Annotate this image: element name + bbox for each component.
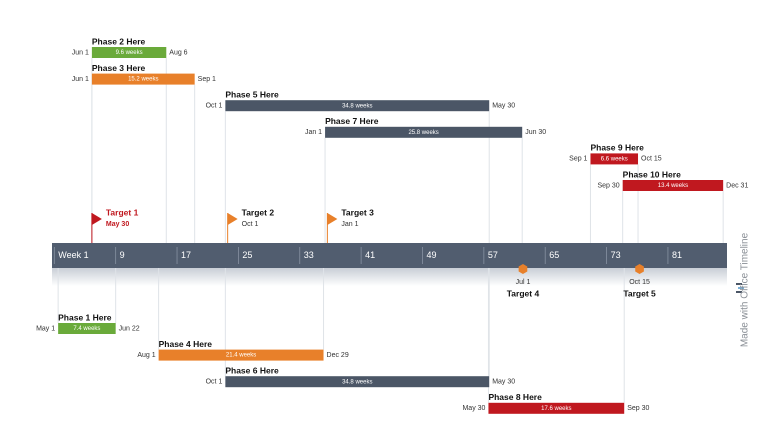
start-label: Oct 1 — [206, 379, 223, 386]
start-label: Sep 30 — [597, 182, 619, 189]
milestone-name: Target 4 — [507, 288, 540, 298]
end-label: Jun 30 — [525, 129, 546, 136]
end-label: May 30 — [492, 379, 515, 386]
milestone-marker — [518, 264, 528, 274]
task-bar — [91, 47, 167, 58]
milestone-marker — [635, 264, 644, 274]
milestone-name: Target 2 — [242, 207, 275, 217]
duration-label: 6.6 weeks — [601, 156, 628, 162]
start-label: Sep 1 — [569, 156, 587, 163]
task-name: Phase 9 Here — [590, 143, 644, 153]
x-tick-label: 65 — [549, 250, 559, 260]
duration-label: 17.6 weeks — [541, 406, 571, 412]
x-tick-label: 57 — [488, 250, 498, 260]
task-bar — [91, 73, 195, 85]
task-name: Phase 10 Here — [623, 169, 681, 179]
end-label: Sep 30 — [627, 405, 649, 412]
milestone-name: Target 1 — [106, 207, 139, 217]
time-axis — [52, 243, 727, 268]
end-label: Dec 31 — [726, 182, 748, 189]
x-tick-label: 17 — [181, 250, 191, 260]
task-bar — [325, 126, 523, 138]
duration-label: 15.2 weeks — [128, 77, 158, 83]
watermark: Made with Office Timeline — [740, 232, 751, 347]
x-tick-label: Week 1 — [58, 250, 88, 260]
watermark-icon — [736, 283, 744, 293]
duration-label: 25.8 weeks — [408, 130, 438, 136]
milestone-name: Target 3 — [341, 207, 374, 217]
milestone-date: Oct 15 — [629, 279, 650, 286]
task-bar — [225, 100, 490, 112]
milestone-flag — [327, 213, 338, 225]
task-name: Phase 8 Here — [488, 392, 542, 402]
x-tick-label: 9 — [120, 250, 125, 260]
milestone-name: Target 5 — [623, 288, 656, 298]
start-label: May 30 — [462, 405, 485, 412]
duration-label: 9.6 weeks — [116, 50, 143, 56]
milestone-flag — [227, 213, 238, 225]
milestone-date: Oct 1 — [242, 221, 259, 228]
milestone-date: May 30 — [106, 221, 129, 228]
x-tick-label: 49 — [426, 250, 436, 260]
end-label: Jun 22 — [119, 325, 140, 332]
end-label: Sep 1 — [198, 76, 216, 83]
duration-label: 21.4 weeks — [226, 353, 256, 359]
duration-label: 13.4 weeks — [658, 183, 688, 189]
x-tick-label: 81 — [672, 250, 682, 260]
start-label: Jun 1 — [72, 49, 89, 56]
task-name: Phase 1 Here — [58, 312, 112, 322]
end-label: May 30 — [492, 103, 515, 110]
x-tick-label: 41 — [365, 250, 375, 260]
task-name: Phase 4 Here — [159, 339, 213, 349]
milestone-date: Jan 1 — [341, 221, 358, 228]
task-bar — [590, 153, 639, 165]
task-bar — [622, 180, 724, 191]
task-bar — [58, 323, 116, 334]
milestone-flag — [91, 213, 102, 225]
task-name: Phase 7 Here — [325, 116, 379, 126]
start-label: Oct 1 — [206, 103, 223, 110]
x-tick-label: 73 — [611, 250, 621, 260]
start-label: Jan 1 — [305, 129, 322, 136]
start-label: May 1 — [36, 325, 55, 332]
end-label: Aug 6 — [169, 49, 187, 56]
duration-label: 34.8 weeks — [342, 103, 372, 109]
end-label: Dec 29 — [327, 352, 349, 359]
x-tick-label: 33 — [304, 250, 314, 260]
start-label: Jun 1 — [72, 76, 89, 83]
task-name: Phase 3 Here — [92, 63, 146, 73]
task-name: Phase 5 Here — [225, 89, 279, 99]
task-name: Phase 6 Here — [225, 365, 279, 375]
end-label: Oct 15 — [641, 156, 662, 163]
duration-label: 7.4 weeks — [73, 326, 100, 332]
x-tick-label: 25 — [242, 250, 252, 260]
start-label: Aug 1 — [137, 352, 155, 359]
task-bar — [158, 349, 324, 361]
axis-shadow — [52, 268, 727, 286]
milestone-date: Jul 1 — [516, 279, 531, 286]
task-bar — [488, 402, 625, 414]
duration-label: 34.8 weeks — [342, 379, 372, 385]
task-bar — [225, 376, 490, 388]
task-name: Phase 2 Here — [92, 36, 146, 46]
